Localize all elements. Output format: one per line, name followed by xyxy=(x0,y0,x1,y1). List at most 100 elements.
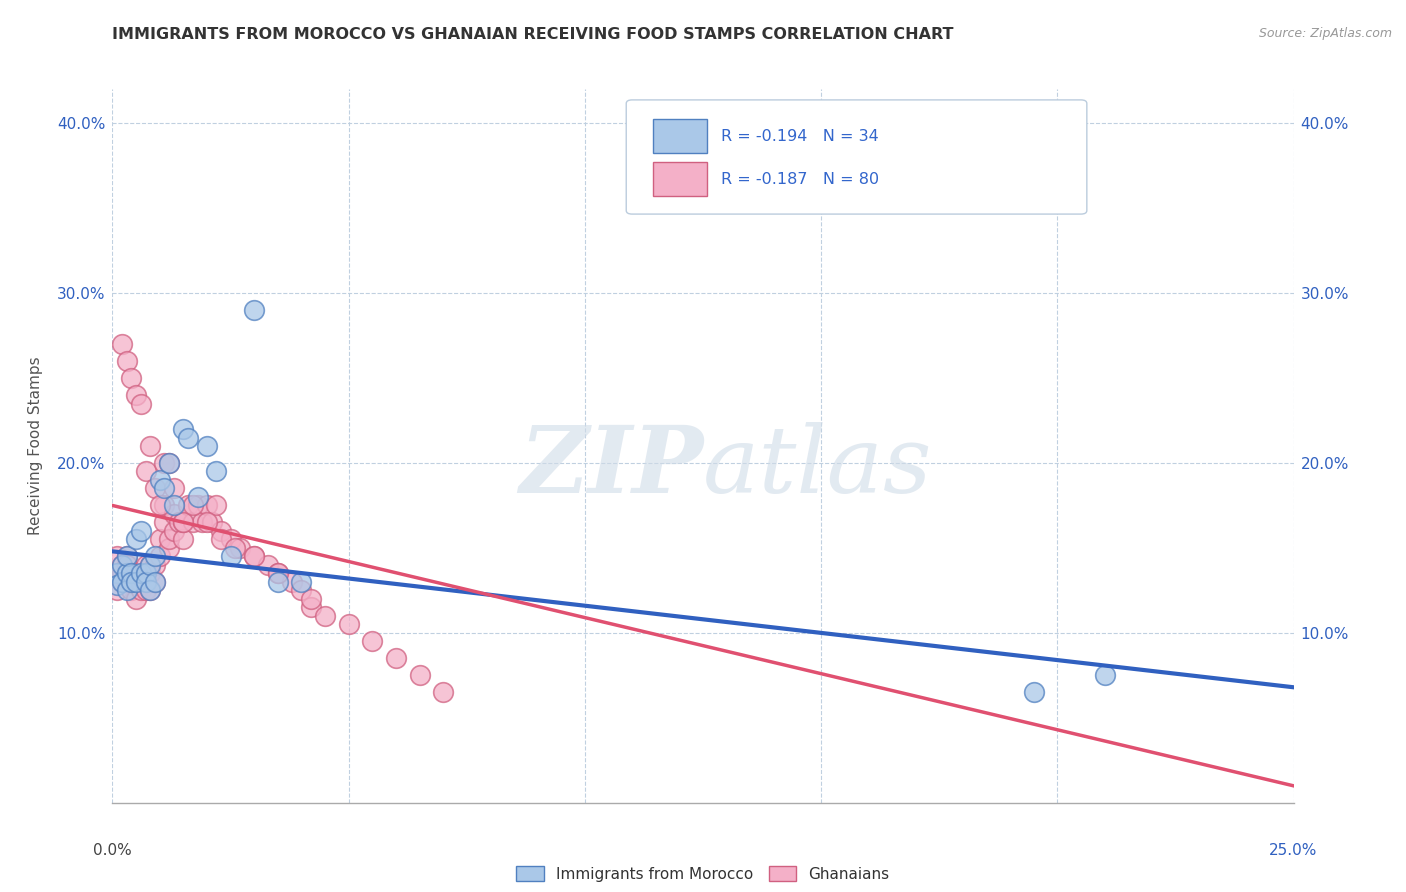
Point xyxy=(172,422,194,436)
Point xyxy=(290,583,312,598)
Point xyxy=(143,558,166,572)
Point xyxy=(125,591,148,606)
Y-axis label: Receiving Food Stamps: Receiving Food Stamps xyxy=(28,357,44,535)
Point xyxy=(120,371,142,385)
Point xyxy=(167,516,190,530)
Point xyxy=(115,558,138,572)
Legend: Immigrants from Morocco, Ghanaians: Immigrants from Morocco, Ghanaians xyxy=(510,860,896,888)
Point xyxy=(432,685,454,699)
Point xyxy=(105,583,128,598)
Point xyxy=(219,549,242,564)
Point xyxy=(139,583,162,598)
Text: atlas: atlas xyxy=(703,423,932,512)
Point xyxy=(149,549,172,564)
Point xyxy=(337,617,360,632)
Point xyxy=(314,608,336,623)
Point xyxy=(243,303,266,318)
Point xyxy=(163,524,186,538)
Point xyxy=(281,574,304,589)
Point xyxy=(129,574,152,589)
Point xyxy=(163,499,186,513)
Point xyxy=(219,533,242,547)
Point xyxy=(129,566,152,581)
Point xyxy=(257,558,280,572)
Point xyxy=(224,541,246,555)
Point xyxy=(105,566,128,581)
Point xyxy=(195,516,218,530)
Point xyxy=(177,430,200,444)
Point xyxy=(163,482,186,496)
Point xyxy=(299,600,322,615)
Text: Source: ZipAtlas.com: Source: ZipAtlas.com xyxy=(1258,27,1392,40)
Point xyxy=(177,499,200,513)
Text: R = -0.194   N = 34: R = -0.194 N = 34 xyxy=(721,128,879,144)
Point xyxy=(115,566,138,581)
Point xyxy=(186,490,208,504)
Point xyxy=(191,516,214,530)
Point xyxy=(120,583,142,598)
Point xyxy=(105,578,128,592)
Point xyxy=(111,558,134,572)
Point xyxy=(129,566,152,581)
Point xyxy=(125,574,148,589)
Point xyxy=(153,482,176,496)
Point xyxy=(209,524,232,538)
Text: R = -0.187   N = 80: R = -0.187 N = 80 xyxy=(721,171,879,186)
Point xyxy=(135,574,157,589)
Point xyxy=(153,499,176,513)
Point xyxy=(111,558,134,572)
Point xyxy=(172,516,194,530)
Point xyxy=(172,516,194,530)
Point xyxy=(120,574,142,589)
Point xyxy=(267,566,290,581)
Point xyxy=(186,499,208,513)
Point xyxy=(135,574,157,589)
Point xyxy=(205,465,228,479)
Point xyxy=(209,533,232,547)
FancyBboxPatch shape xyxy=(654,120,707,153)
Point xyxy=(135,558,157,572)
Point xyxy=(120,574,142,589)
Point xyxy=(125,533,148,547)
Point xyxy=(129,524,152,538)
Point xyxy=(139,558,162,572)
Point xyxy=(201,516,224,530)
FancyBboxPatch shape xyxy=(626,100,1087,214)
Point xyxy=(153,456,176,470)
Point xyxy=(143,549,166,564)
Point xyxy=(125,566,148,581)
Point xyxy=(290,574,312,589)
Text: IMMIGRANTS FROM MOROCCO VS GHANAIAN RECEIVING FOOD STAMPS CORRELATION CHART: IMMIGRANTS FROM MOROCCO VS GHANAIAN RECE… xyxy=(112,27,955,42)
Point xyxy=(115,549,138,564)
Point xyxy=(299,591,322,606)
Point xyxy=(143,574,166,589)
Point xyxy=(115,354,138,368)
Point xyxy=(115,566,138,581)
Point xyxy=(139,566,162,581)
Point xyxy=(267,566,290,581)
Point xyxy=(105,566,128,581)
Point xyxy=(229,541,252,555)
Point xyxy=(1094,668,1116,682)
Point xyxy=(135,465,157,479)
Point xyxy=(157,533,180,547)
Point xyxy=(172,533,194,547)
Point xyxy=(1022,685,1045,699)
Point xyxy=(149,499,172,513)
Point xyxy=(129,396,152,410)
Point xyxy=(157,541,180,555)
Point xyxy=(149,473,172,487)
Point xyxy=(361,634,384,648)
Point xyxy=(120,566,142,581)
Point xyxy=(120,566,142,581)
Point xyxy=(157,456,180,470)
Point xyxy=(139,583,162,598)
Text: ZIP: ZIP xyxy=(519,423,703,512)
Point xyxy=(205,499,228,513)
Point xyxy=(135,566,157,581)
Point xyxy=(111,337,134,351)
Point xyxy=(115,549,138,564)
Point xyxy=(111,574,134,589)
Point xyxy=(105,549,128,564)
Point xyxy=(139,558,162,572)
